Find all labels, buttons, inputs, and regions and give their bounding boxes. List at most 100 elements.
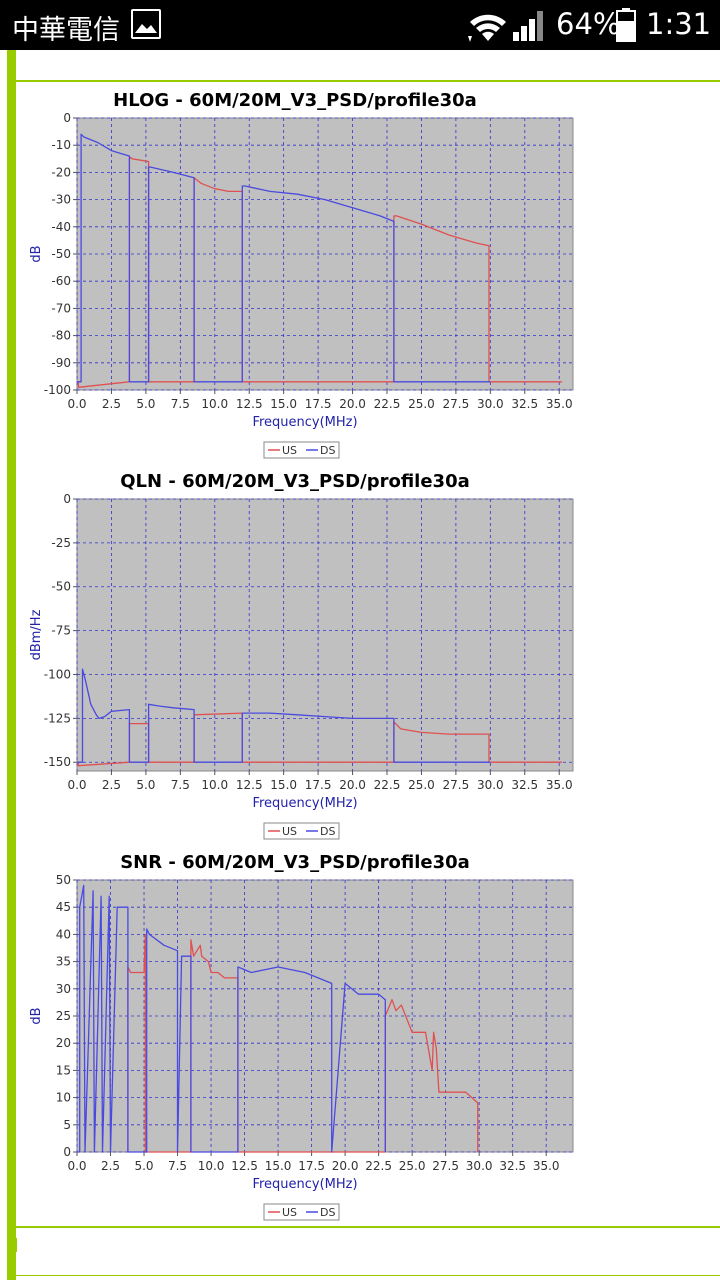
y-tick-label: -100 [44,383,71,397]
x-tick-label: 5.0 [136,778,155,792]
x-tick-label: 0.0 [67,397,86,411]
x-axis-label: Frequency(MHz) [252,415,357,430]
x-tick-label: 5.0 [136,397,155,411]
series-line-ds [77,668,491,763]
x-tick-label: 0.0 [67,778,86,792]
x-tick-label: 25.0 [408,397,435,411]
image-icon [131,9,161,39]
x-tick-label: 35.0 [546,397,573,411]
x-tick-label: 22.5 [374,778,401,792]
x-tick-label: 25.0 [408,778,435,792]
x-tick-label: 15.0 [270,778,297,792]
x-tick-label: 32.5 [511,397,538,411]
x-tick-label: 22.5 [365,1159,392,1173]
x-tick-label: 2.5 [102,778,121,792]
status-bar: 中華電信 64% 1:31 [0,0,720,50]
y-tick-label: -150 [44,755,71,769]
x-tick-label: 35.0 [533,1159,560,1173]
x-tick-label: 17.5 [305,397,332,411]
legend: US DS [263,441,340,459]
y-tick-label: -90 [51,356,71,370]
series-line-ds [77,884,386,1153]
battery-icon [616,8,636,42]
divider-tick [16,1238,17,1252]
y-tick-label: -70 [51,301,71,315]
legend-box [263,441,340,459]
x-tick-label: 35.0 [546,778,573,792]
legend-box [263,1203,340,1221]
legend: US DS [263,822,340,840]
x-tick-label: 10.0 [198,1159,225,1173]
x-tick-label: 20.0 [339,397,366,411]
x-tick-label: 30.0 [466,1159,493,1173]
signal-icon [513,11,543,41]
battery-percent: 64% [556,7,621,41]
chart-title: QLN - 60M/20M_V3_PSD/profile30a [120,471,470,492]
x-axis-label: Frequency(MHz) [252,796,357,811]
x-tick-label: 10.0 [201,778,228,792]
y-tick-label: -50 [51,247,71,261]
y-tick-label: 20 [56,1036,71,1050]
legend-label-us: US [282,444,297,457]
y-tick-label: -30 [51,193,71,207]
y-tick-label: 10 [56,1091,71,1105]
y-tick-label: -10 [51,138,71,152]
y-tick-label: 0 [63,1145,71,1159]
x-tick-label: 17.5 [305,778,332,792]
y-tick-label: 40 [56,927,71,941]
x-tick-label: 17.5 [298,1159,325,1173]
x-tick-label: 27.5 [443,778,470,792]
legend: US DS [263,1203,340,1221]
y-axis-label: dBm/Hz [29,609,44,660]
legend-label-ds: DS [320,444,335,457]
legend-label-us: US [282,825,297,838]
x-tick-label: 30.0 [477,397,504,411]
y-tick-label: -40 [51,220,71,234]
x-tick-label: 32.5 [511,778,538,792]
y-tick-label: -60 [51,274,71,288]
y-tick-label: 25 [56,1009,71,1023]
x-tick-label: 32.5 [499,1159,526,1173]
x-tick-label: 20.0 [339,778,366,792]
x-tick-label: 5.0 [134,1159,153,1173]
y-tick-label: -75 [51,624,71,638]
x-tick-label: 7.5 [171,778,190,792]
x-tick-label: 12.5 [236,778,263,792]
x-tick-label: 27.5 [432,1159,459,1173]
x-tick-label: 7.5 [168,1159,187,1173]
x-tick-label: 2.5 [102,397,121,411]
legend-label-us: US [282,1206,297,1219]
carrier-name: 中華電信 [12,15,120,46]
x-tick-label: 12.5 [236,397,263,411]
qln-chart: QLN - 60M/20M_V3_PSD/profile30a 0.0 2.5 5.0… [29,471,574,840]
x-tick-label: 10.0 [201,397,228,411]
wifi-icon [468,14,506,42]
y-tick-label: -50 [51,580,71,594]
legend-label-ds: DS [320,825,335,838]
x-tick-label: 25.0 [399,1159,426,1173]
chart-title: SNR - 60M/20M_V3_PSD/profile30a [120,852,470,873]
x-tick-label: 15.0 [270,397,297,411]
y-tick-label: 15 [56,1063,71,1077]
y-tick-label: 35 [56,955,71,969]
y-tick-label: 0 [63,492,71,506]
x-tick-label: 30.0 [477,778,504,792]
y-tick-label: -100 [44,667,71,681]
legend-label-ds: DS [320,1206,335,1219]
y-tick-label: 5 [63,1118,71,1132]
y-tick-label: 30 [56,982,71,996]
x-tick-label: 12.5 [231,1159,258,1173]
x-tick-label: 27.5 [443,397,470,411]
x-tick-label: 20.0 [332,1159,359,1173]
clock: 1:31 [646,7,712,41]
hlog-chart: HLOG - 60M/20M_V3_PSD/profile30a 0.0 2.5 5.… [29,90,574,459]
x-tick-label: 2.5 [101,1159,120,1173]
x-axis-label: Frequency(MHz) [252,1177,357,1192]
y-tick-label: -80 [51,329,71,343]
y-tick-label: -25 [51,536,71,550]
y-axis-label: dB [29,245,44,262]
x-tick-label: 22.5 [374,397,401,411]
divider-bottom [16,1226,720,1228]
divider-footer [16,1275,720,1276]
